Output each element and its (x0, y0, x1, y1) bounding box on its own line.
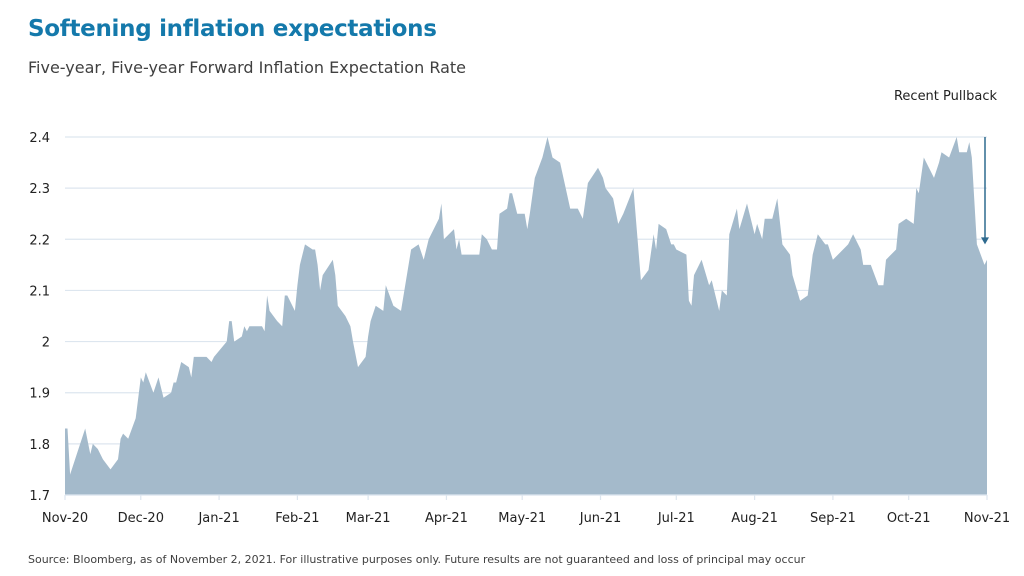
y-tick-label: 1.7 (29, 489, 50, 504)
y-tick-label: 2.4 (29, 131, 50, 146)
x-tick-label: Feb-21 (275, 511, 319, 526)
x-tick-label: Jun-21 (579, 511, 622, 526)
x-axis-ticks: Nov-20 Dec-20 Jan-21 Feb-21 Mar-21 Apr-21 May-… (42, 495, 1010, 526)
x-tick-label: Nov-20 (42, 511, 88, 526)
y-tick-label: 1.9 (29, 387, 50, 402)
y-tick-label: 1.8 (29, 438, 50, 453)
arrow-head-icon (981, 237, 989, 245)
chart-subtitle: Five-year, Five-year Forward Inflation E… (28, 58, 467, 77)
x-tick-label: May-21 (498, 511, 546, 526)
pullback-arrow (981, 137, 989, 245)
x-tick-label: Sep-21 (810, 511, 856, 526)
x-tick-label: Nov-21 (964, 511, 1010, 526)
annotation-label: Recent Pullback (894, 89, 998, 104)
x-tick-label: Dec-20 (118, 511, 164, 526)
x-tick-label: Mar-21 (346, 511, 391, 526)
x-tick-label: Apr-21 (425, 511, 468, 526)
y-tick-label: 2.1 (29, 284, 50, 299)
x-tick-label: Aug-21 (731, 511, 778, 526)
y-tick-label: 2 (42, 336, 50, 351)
chart-title: Softening inflation expectations (28, 16, 437, 42)
y-axis-ticks: 1.7 1.8 1.9 2 2.1 2.2 2.3 2.4 (29, 131, 50, 504)
x-tick-label: Jul-21 (657, 511, 695, 526)
x-tick-label: Oct-21 (887, 511, 931, 526)
series-area (65, 137, 987, 495)
x-tick-label: Jan-21 (197, 511, 239, 526)
y-tick-label: 2.2 (29, 233, 50, 248)
y-tick-label: 2.3 (29, 182, 50, 197)
source-note: Source: Bloomberg, as of November 2, 202… (28, 553, 806, 566)
